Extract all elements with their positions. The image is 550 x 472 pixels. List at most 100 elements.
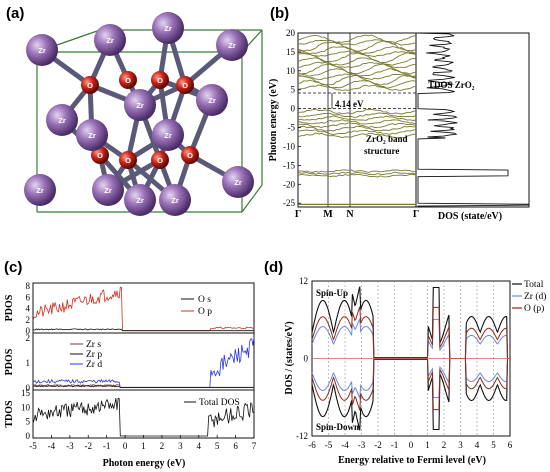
o-s-line [32, 328, 254, 332]
oxygen-atom [81, 76, 99, 94]
band-y-ticks: 20 15 10 5 0 -5 -10 -15 -20 -25 [283, 28, 301, 208]
pdos-y-tick-label: 2 [26, 315, 31, 325]
zirconium-atom [94, 24, 126, 56]
band-line [297, 173, 417, 178]
band-line [297, 171, 417, 176]
spin-y-tick-label: -12 [296, 431, 308, 441]
pdos-x-tick-label: 5 [215, 441, 220, 451]
oxygen-atom-label: O [125, 156, 131, 165]
spin-y-tick-label: 0 [304, 354, 309, 364]
band-y-tick-label: 5 [291, 85, 296, 95]
band-line [297, 57, 417, 66]
band-ylabel: Photon energy (eV) [268, 79, 279, 162]
tdos-curve [417, 32, 529, 207]
kpoint-label: Γ [295, 209, 301, 220]
band-annotation-line1: ZrO₂ band [366, 134, 407, 144]
zirconium-atom-label: Zr [234, 178, 242, 187]
spin-x-tick-label: 4 [475, 440, 480, 450]
oxygen-atom [119, 71, 137, 89]
pdos-y-tick-label: 2 [26, 333, 31, 343]
band-line [297, 119, 417, 125]
pdos-x-tick-label: 1 [141, 441, 146, 451]
spin-x-tick-label: 5 [491, 440, 496, 450]
kpoint-label: N [346, 209, 354, 220]
band-y-tick-label: 20 [286, 28, 296, 38]
spin-dos-xlabel: Energy relative to Fermi level (eV) [338, 455, 486, 466]
panel-b-label: (b) [270, 5, 289, 22]
legend-o-p: O p [198, 307, 212, 317]
spin-x-tick-label: -3 [358, 440, 366, 450]
zirconium-atom-label: Zr [171, 196, 179, 205]
spin-x-tick-label: -1 [391, 440, 399, 450]
spin-y-tick-label: 12 [299, 276, 308, 286]
pdos-x-tick-label: 0 [123, 441, 128, 451]
legend-o-p-spin: O (p) [524, 303, 544, 314]
zirconium-atom-label: Zr [38, 46, 46, 55]
band-y-tick-label: -25 [283, 198, 295, 208]
band-line [297, 129, 417, 136]
pdos-y-tick-label: 5 [26, 417, 31, 427]
pdos-y-tick-label: 0 [26, 431, 31, 441]
legend-zr-s: Zr s [86, 340, 101, 350]
tdos-legend-label: TDOS ZrO₂ [428, 80, 475, 90]
band-y-tick-label: 10 [286, 66, 296, 76]
zirconium-atom [196, 84, 228, 116]
spin-dos-curves [311, 286, 510, 431]
band-lines [297, 33, 417, 207]
pdos-y-tick-label: 8 [26, 281, 31, 291]
pdos-o-frame [32, 282, 255, 334]
kpoint-label: Γ [413, 209, 419, 220]
zirconium-atom-label: Zr [208, 96, 216, 105]
cell-edge [241, 184, 263, 213]
spin-dos-ylabel: DOS / (states/eV) [284, 321, 295, 394]
oxygen-atom-label: O [182, 81, 188, 90]
zirconium-atom [152, 119, 184, 151]
zirconium-atom-label: Zr [228, 41, 236, 50]
panel-c-label: (c) [4, 259, 22, 276]
kpoint-label: M [323, 209, 333, 220]
legend-total-dos: Total DOS [199, 398, 240, 408]
zr-p-line [32, 385, 254, 388]
band-line [297, 125, 417, 132]
zirconium-atom-label: Zr [106, 36, 114, 45]
pdos-x-tick-label: -4 [48, 441, 56, 451]
spin-x-tick-label: 1 [425, 440, 430, 450]
oxygen-atom-label: O [157, 76, 163, 85]
band-y-tick-label: 15 [286, 47, 296, 57]
band-y-tick-label: -15 [283, 160, 295, 170]
zirconium-atom [159, 184, 191, 216]
legend-o-s: O s [198, 295, 211, 305]
pdos-x-tick-label: -1 [103, 441, 111, 451]
band-line [297, 169, 417, 173]
zirconium-atom [124, 184, 156, 216]
legend-zr-d: Zr d [86, 360, 102, 370]
oxygen-atom [151, 151, 169, 169]
zirconium-atom-label: Zr [104, 186, 112, 195]
zirconium-atom [26, 34, 58, 66]
zirconium-atom-label: Zr [58, 116, 66, 125]
band-line [297, 34, 417, 43]
oxygen-atom-label: O [125, 76, 131, 85]
zirconium-atom-label: Zr [136, 196, 144, 205]
band-line [297, 50, 417, 57]
pdos-y-tick-label: 10 [21, 402, 31, 412]
o-p-spin-line [311, 358, 510, 411]
oxygen-atom-label: O [97, 151, 103, 160]
spin-x-tick-label: 3 [458, 440, 463, 450]
band-line [297, 61, 417, 69]
panel-a-label: (a) [6, 5, 24, 22]
oxygen-atom [176, 76, 194, 94]
zirconium-atom [124, 89, 156, 121]
band-line [297, 40, 417, 52]
zirconium-atom [46, 104, 78, 136]
band-line [297, 46, 417, 55]
spin-x-tick-label: 6 [508, 440, 513, 450]
spin-down-label: Spin-Down [316, 422, 359, 432]
pdos-o-ylabel: PDOS [4, 294, 15, 321]
band-line [297, 79, 417, 89]
zirconium-atom-label: Zr [164, 24, 172, 33]
zirconium-atom [76, 119, 108, 151]
